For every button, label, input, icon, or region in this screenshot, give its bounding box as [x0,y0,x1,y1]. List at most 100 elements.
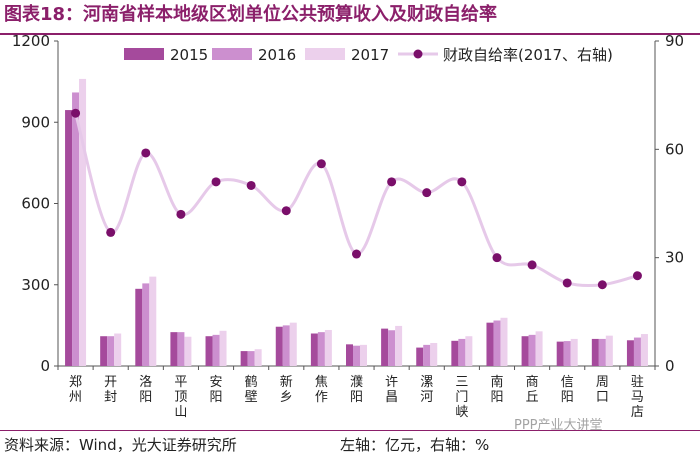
watermark-text: PPP产业大讲堂 [514,418,603,433]
bar-2015 [346,344,353,366]
figure-title: 图表18：河南省样本地级区划单位公共预算收入及财政自给率 [4,4,498,25]
source-note: 资料来源：Wind，光大证券研究所 [4,436,237,454]
self-sufficiency-point [632,271,642,281]
bar-2016 [142,283,150,366]
bar-2016 [388,330,396,366]
bar-2016 [212,334,220,366]
bar-2016 [107,336,115,366]
category-label: 新乡 [280,374,293,405]
self-sufficiency-point [387,177,397,187]
bar-2017 [605,335,613,366]
self-sufficiency-point [211,177,221,187]
chart-legend: 2015 2016 2017 财政自给率(2017、右轴) [124,46,613,64]
left-tick-label: 0 [40,357,50,375]
right-tick-label: 30 [665,249,684,267]
legend-swatch [212,48,252,60]
left-tick-label: 600 [21,195,50,213]
bar-2015 [240,351,248,366]
title-divider [0,33,700,35]
chart-bars [65,78,648,367]
self-sufficiency-point [141,148,151,158]
bar-2017 [114,333,122,366]
self-sufficiency-point [492,253,502,263]
category-label: 平顶山 [174,375,187,420]
self-sufficiency-point [106,227,116,237]
category-label: 三门峡 [455,375,468,420]
bar-2016 [423,344,431,366]
bar-2015 [381,328,389,366]
self-sufficiency-point [457,177,467,187]
bar-2016 [247,351,255,366]
right-tick-label: 90 [665,35,684,50]
bar-2017 [79,78,87,366]
category-label: 南阳 [490,374,503,405]
footer-divider [0,430,700,431]
category-label: 驻马店 [631,375,644,420]
bar-2016 [177,332,185,366]
bar-2015 [486,322,494,366]
bar-2016 [282,325,290,366]
bar-2015 [521,336,529,366]
chart-axes: 0 300 600 900 1200 0 30 60 90 [12,35,684,375]
self-sufficiency-point [352,249,361,259]
left-tick-label: 300 [21,276,50,294]
bar-2017 [324,329,332,366]
bar-2015 [310,333,318,366]
category-label: 周口 [596,375,609,405]
right-tick-label: 0 [665,357,675,375]
chart-line [71,108,642,290]
category-label: 安阳 [210,375,223,405]
bar-2017 [640,334,648,366]
bar-2017 [500,317,508,366]
bar-2015 [591,338,599,366]
bar-2017 [535,331,543,366]
self-sufficiency-point [422,188,432,198]
bar-2017 [570,338,578,366]
self-sufficiency-line [74,112,638,288]
bar-2015 [170,332,178,366]
bar-2016 [563,341,571,366]
bar-2017 [149,276,157,366]
bar-2017 [360,344,367,366]
bar-2017 [254,349,262,366]
self-sufficiency-point [316,159,326,169]
category-label: 焦作 [315,375,328,405]
self-sufficiency-point [597,280,607,290]
self-sufficiency-point [281,206,291,216]
bar-2015 [556,341,564,366]
category-label: 漯河 [420,375,433,405]
bar-2017 [465,336,473,366]
left-tick-label: 900 [21,113,50,131]
bar-2015 [416,347,424,366]
self-sufficiency-point [527,260,537,270]
category-label: 商丘 [526,375,539,405]
category-label: 郑州 [69,375,82,405]
bar-2016 [528,334,536,366]
bar-2015 [451,340,459,366]
category-label: 鹤壁 [245,374,258,405]
category-label: 开封 [104,375,117,405]
bar-2016 [598,338,606,366]
bar-2017 [430,342,438,366]
self-sufficiency-point [176,209,186,219]
bar-2016 [353,345,360,366]
bar-2015 [275,326,283,366]
bar-2016 [72,92,80,367]
bar-2015 [65,110,73,366]
legend-line-marker [413,49,423,59]
legend-swatch [305,48,345,60]
right-tick-label: 60 [665,140,684,158]
bar-2017 [289,322,297,366]
left-tick-label: 1200 [12,35,50,50]
bar-2016 [317,332,325,366]
legend-label: 2017 [351,46,389,64]
axis-unit-note: 左轴：亿元，右轴：% [340,436,490,454]
bar-2015 [100,336,108,366]
bar-2015 [205,336,213,366]
bar-2016 [458,338,466,366]
legend-swatch [124,48,164,60]
category-label: 濮阳 [350,375,363,405]
bar-2015 [626,340,634,366]
